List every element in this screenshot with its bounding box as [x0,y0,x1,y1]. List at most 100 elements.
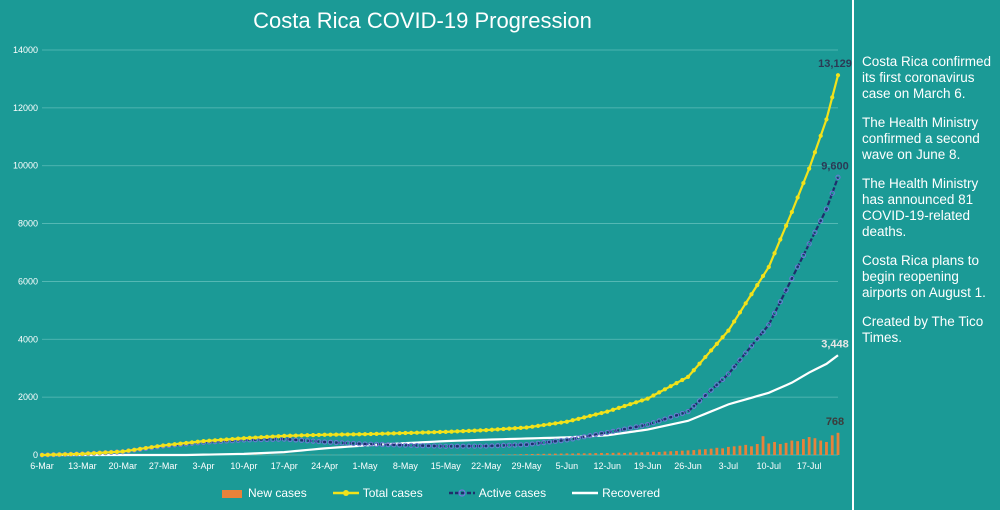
active-cases-point [391,442,397,448]
active-cases-point [708,387,714,393]
active-cases-point [368,441,374,447]
total-cases-point [224,437,229,442]
total-cases-point [507,426,512,431]
active-cases-point [639,423,645,429]
total-cases-point [518,425,523,430]
active-cases-point [789,275,795,282]
total-cases-point [501,426,506,432]
total-cases-point [299,433,304,438]
active-cases-point [835,174,841,180]
x-tick-label: 27-Mar [149,461,178,471]
active-cases-point [495,443,501,449]
total-cases-point [374,431,379,436]
legend-item-total-cases[interactable]: Total cases [332,486,423,500]
legend-line-swatch-recovered [572,491,599,495]
total-cases-point [414,430,420,435]
total-cases-point [524,425,529,430]
x-tick-label: 29-May [512,461,543,471]
x-tick-label: 17-Apr [271,461,298,471]
y-tick-label: 0 [33,450,38,460]
total-cases-point [51,452,56,457]
legend-item-new-cases[interactable]: New cases [222,486,307,500]
total-cases-point [783,223,789,228]
total-cases-point [236,436,241,441]
total-cases-point [380,431,385,436]
legend-bar-swatch [222,490,242,498]
total-cases-point [610,407,616,412]
total-cases-point [582,415,587,420]
total-cases-point [282,433,287,439]
active-cases-point [714,382,720,388]
total-cases-point [276,434,281,439]
active-cases-point [668,414,674,420]
total-cases-point [807,166,812,171]
active-cases-point [408,442,414,448]
active-cases-point [558,438,564,444]
end-value-label: 3,448 [821,338,849,350]
active-cases-point [385,442,391,448]
new-cases-bar [813,438,817,455]
active-cases-point [298,437,305,443]
total-cases-point [737,310,743,315]
total-cases-point [247,435,252,440]
active-cases-point [696,398,703,404]
total-cases-point [97,450,102,455]
total-cases-point [253,435,258,440]
total-cases-point [368,431,373,437]
total-cases-point [778,237,783,242]
new-cases-bar [530,453,534,455]
total-cases-point [109,450,114,455]
new-cases-bar [698,449,701,455]
note-airports: Costa Rica plans to begin reopening airp… [862,253,986,300]
total-cases-point [403,430,408,436]
new-cases-bar [732,446,736,455]
total-cases-point [241,436,246,441]
active-cases-point [621,426,628,432]
new-cases-bar [542,453,546,455]
total-cases-point [460,429,466,434]
active-cases-point [725,371,732,377]
chart-legend: New cases Total cases Active cases Recov… [222,485,686,501]
total-cases-point [547,422,552,427]
total-cases-point [120,449,125,454]
total-cases-point [726,328,731,333]
active-cases-point [581,434,587,440]
total-cases-point [639,398,644,403]
total-cases-point [495,427,500,432]
new-cases-bar [652,451,655,455]
active-cases-point [333,439,339,446]
total-cases-point [668,384,673,389]
total-cases-point [570,418,575,423]
new-cases-bar [646,452,650,455]
x-tick-label: 10-Apr [230,461,257,471]
total-cases-point [316,432,321,438]
y-tick-label: 14000 [13,45,38,55]
new-cases-bar [623,452,626,455]
total-cases-point [530,424,535,429]
new-cases-bar [790,440,794,455]
new-cases-bar [600,452,603,455]
new-cases-bar [611,452,615,455]
total-cases-point [409,430,414,435]
total-cases-point [351,432,356,437]
total-cases-point [385,431,391,436]
total-cases-point [357,432,362,437]
new-cases-bar [761,436,765,455]
active-cases-point [598,430,605,437]
total-cases-point [720,335,725,340]
legend-label-new-cases: New cases [248,486,307,500]
total-cases-point [322,432,327,437]
active-cases-point [731,364,737,370]
legend-item-active-cases[interactable]: Active cases [448,486,546,500]
total-cases-point [391,431,396,436]
new-cases-bar [640,452,644,455]
total-cases-point [634,400,639,405]
new-cases-bar [571,453,575,455]
y-tick-label: 12000 [13,103,38,113]
total-cases-point [755,283,760,288]
active-cases-point [818,218,824,224]
total-cases-point [616,405,621,410]
total-cases-point [622,403,627,409]
total-cases-point [114,449,120,454]
legend-item-recovered[interactable]: Recovered [572,486,660,500]
